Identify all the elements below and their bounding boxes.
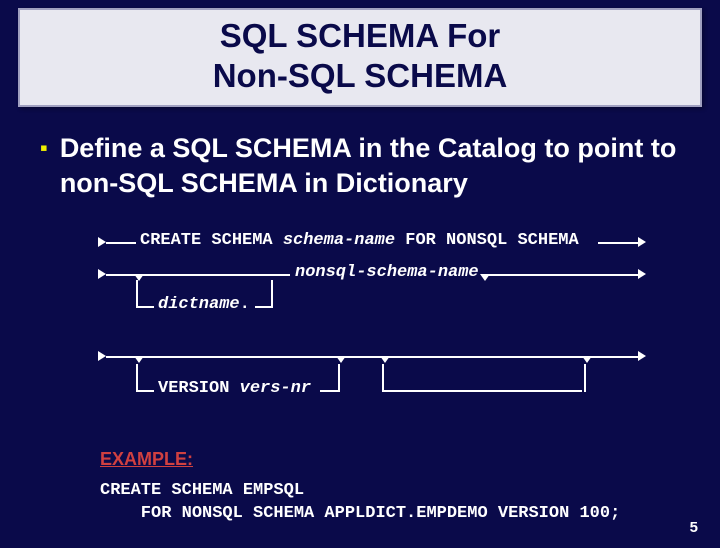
- rail: [320, 390, 338, 392]
- bullet-row: ▪ Define a SQL SCHEMA in the Catalog to …: [40, 131, 680, 201]
- var-schema-name: schema-name: [283, 231, 395, 250]
- kw-create-schema: CREATE SCHEMA: [140, 231, 283, 250]
- rail: [140, 356, 340, 358]
- rail-vertical: [136, 364, 138, 390]
- rail: [598, 242, 638, 244]
- bullet-text: Define a SQL SCHEMA in the Catalog to po…: [60, 131, 680, 201]
- syntax-row-5: VERSION vers-nr: [100, 377, 680, 403]
- rail: [140, 274, 290, 276]
- arrow-icon: [638, 269, 646, 279]
- rail-vertical: [584, 364, 586, 392]
- syntax-row-1: CREATE SCHEMA schema-name FOR NONSQL SCH…: [100, 229, 680, 255]
- example-label: EXAMPLE:: [100, 449, 680, 470]
- rail-vertical: [271, 280, 273, 308]
- arrow-icon: [638, 351, 646, 361]
- title-box: SQL SCHEMA For Non-SQL SCHEMA: [18, 8, 702, 107]
- var-dictname: dictname.: [158, 295, 250, 314]
- rail: [485, 274, 638, 276]
- syntax-row-2: nonsql-schema-name: [100, 261, 680, 287]
- syntax-row-3: dictname.: [100, 293, 680, 323]
- example-section: EXAMPLE: CREATE SCHEMA EMPSQL FOR NONSQL…: [100, 449, 680, 526]
- var-vers-nr: vers-nr: [240, 379, 311, 398]
- rail: [386, 356, 586, 358]
- rail: [106, 356, 136, 358]
- rail-vertical: [136, 280, 138, 306]
- rail: [106, 242, 136, 244]
- branch-down-icon: [480, 274, 490, 281]
- rail: [106, 274, 136, 276]
- arrow-icon: [98, 269, 106, 279]
- rail: [136, 390, 154, 392]
- rail: [382, 390, 582, 392]
- bullet-marker: ▪: [40, 135, 48, 161]
- syntax-row-4: [100, 343, 680, 371]
- rail: [342, 356, 382, 358]
- page-number: 5: [690, 519, 698, 536]
- title-line1: SQL SCHEMA For: [20, 16, 700, 56]
- rail: [136, 306, 154, 308]
- bullet-section: ▪ Define a SQL SCHEMA in the Catalog to …: [40, 131, 680, 201]
- arrow-icon: [98, 237, 106, 247]
- syntax-diagram: CREATE SCHEMA schema-name FOR NONSQL SCH…: [100, 229, 680, 403]
- arrow-icon: [98, 351, 106, 361]
- syntax-create: CREATE SCHEMA schema-name FOR NONSQL SCH…: [140, 231, 579, 250]
- kw-for-nonsql: FOR NONSQL SCHEMA: [395, 231, 579, 250]
- rail-vertical: [382, 364, 384, 390]
- var-nonsql-schema-name: nonsql-schema-name: [295, 263, 479, 282]
- rail: [588, 356, 638, 358]
- syntax-version: VERSION vers-nr: [158, 379, 311, 398]
- rail-vertical: [338, 364, 340, 392]
- kw-version: VERSION: [158, 379, 240, 398]
- arrow-icon: [638, 237, 646, 247]
- example-code: CREATE SCHEMA EMPSQL FOR NONSQL SCHEMA A…: [100, 480, 680, 526]
- title-line2: Non-SQL SCHEMA: [20, 56, 700, 96]
